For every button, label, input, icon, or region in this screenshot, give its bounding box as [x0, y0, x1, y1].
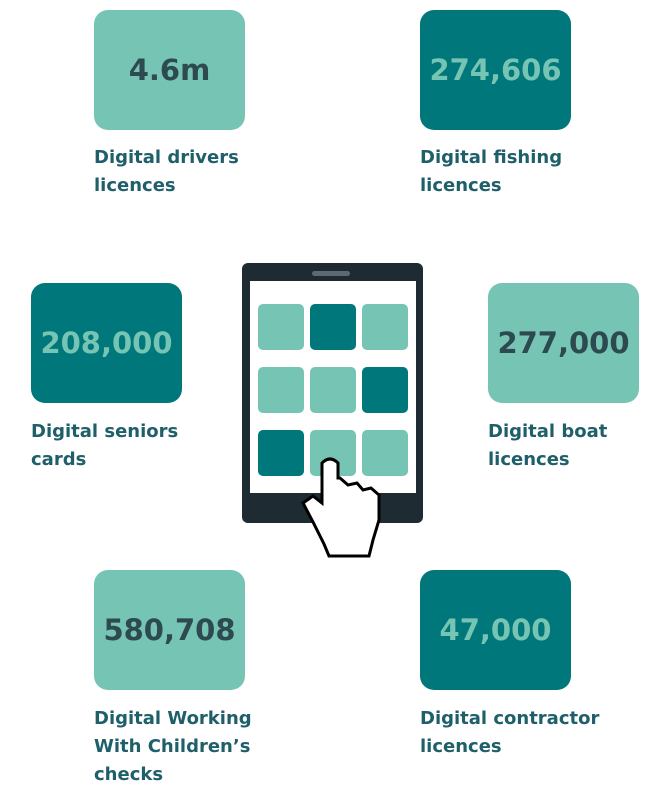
- stat-box: [488, 283, 639, 403]
- stat-value: 274,606: [429, 53, 561, 87]
- stat-card: 277,000 Digital boat licences: [488, 283, 639, 470]
- stat-box: [94, 10, 245, 130]
- app-tile: [258, 367, 304, 413]
- stat-box: [420, 570, 571, 690]
- stat-label: With Children’s: [94, 736, 250, 757]
- stat-value: 47,000: [440, 613, 552, 647]
- stat-value: 580,708: [103, 613, 235, 647]
- stat-label: cards: [31, 449, 86, 470]
- tablet-speaker: [312, 271, 350, 276]
- stat-label: licences: [488, 449, 570, 470]
- stat-label: Digital contractor: [420, 708, 599, 729]
- stat-label: Digital seniors: [31, 421, 178, 442]
- app-tile: [362, 367, 408, 413]
- app-tile: [310, 304, 356, 350]
- stat-value: 4.6m: [129, 53, 211, 87]
- app-tiles: [258, 304, 408, 476]
- stat-box: [420, 10, 571, 130]
- stat-card: 274,606 Digital fishing licences: [420, 10, 571, 196]
- stat-card: 47,000 Digital contractor licences: [420, 570, 599, 757]
- tablet-illustration: [242, 263, 423, 558]
- stat-card: 580,708 Digital Working With Children’s che…: [94, 570, 252, 785]
- stat-value: 277,000: [497, 326, 629, 360]
- app-tile: [258, 430, 304, 476]
- stat-label: licences: [420, 175, 502, 196]
- stat-box: [31, 283, 182, 403]
- stat-label: checks: [94, 764, 163, 784]
- stat-box: [94, 570, 245, 690]
- pointer-hand: [301, 457, 381, 558]
- stat-label: Digital Working: [94, 708, 252, 729]
- stat-label: Digital drivers: [94, 147, 239, 168]
- app-tile: [362, 430, 408, 476]
- app-tile: [258, 304, 304, 350]
- stat-label: licences: [420, 736, 502, 757]
- stat-card: 208,000 Digital seniors cards: [31, 283, 182, 470]
- app-tile: [310, 367, 356, 413]
- stat-value: 208,000: [40, 326, 172, 360]
- stat-label: Digital boat: [488, 421, 608, 442]
- stat-label: licences: [94, 175, 176, 196]
- stat-card: 4.6m Digital drivers licences: [94, 10, 245, 196]
- stat-label: Digital fishing: [420, 147, 562, 168]
- app-tile: [362, 304, 408, 350]
